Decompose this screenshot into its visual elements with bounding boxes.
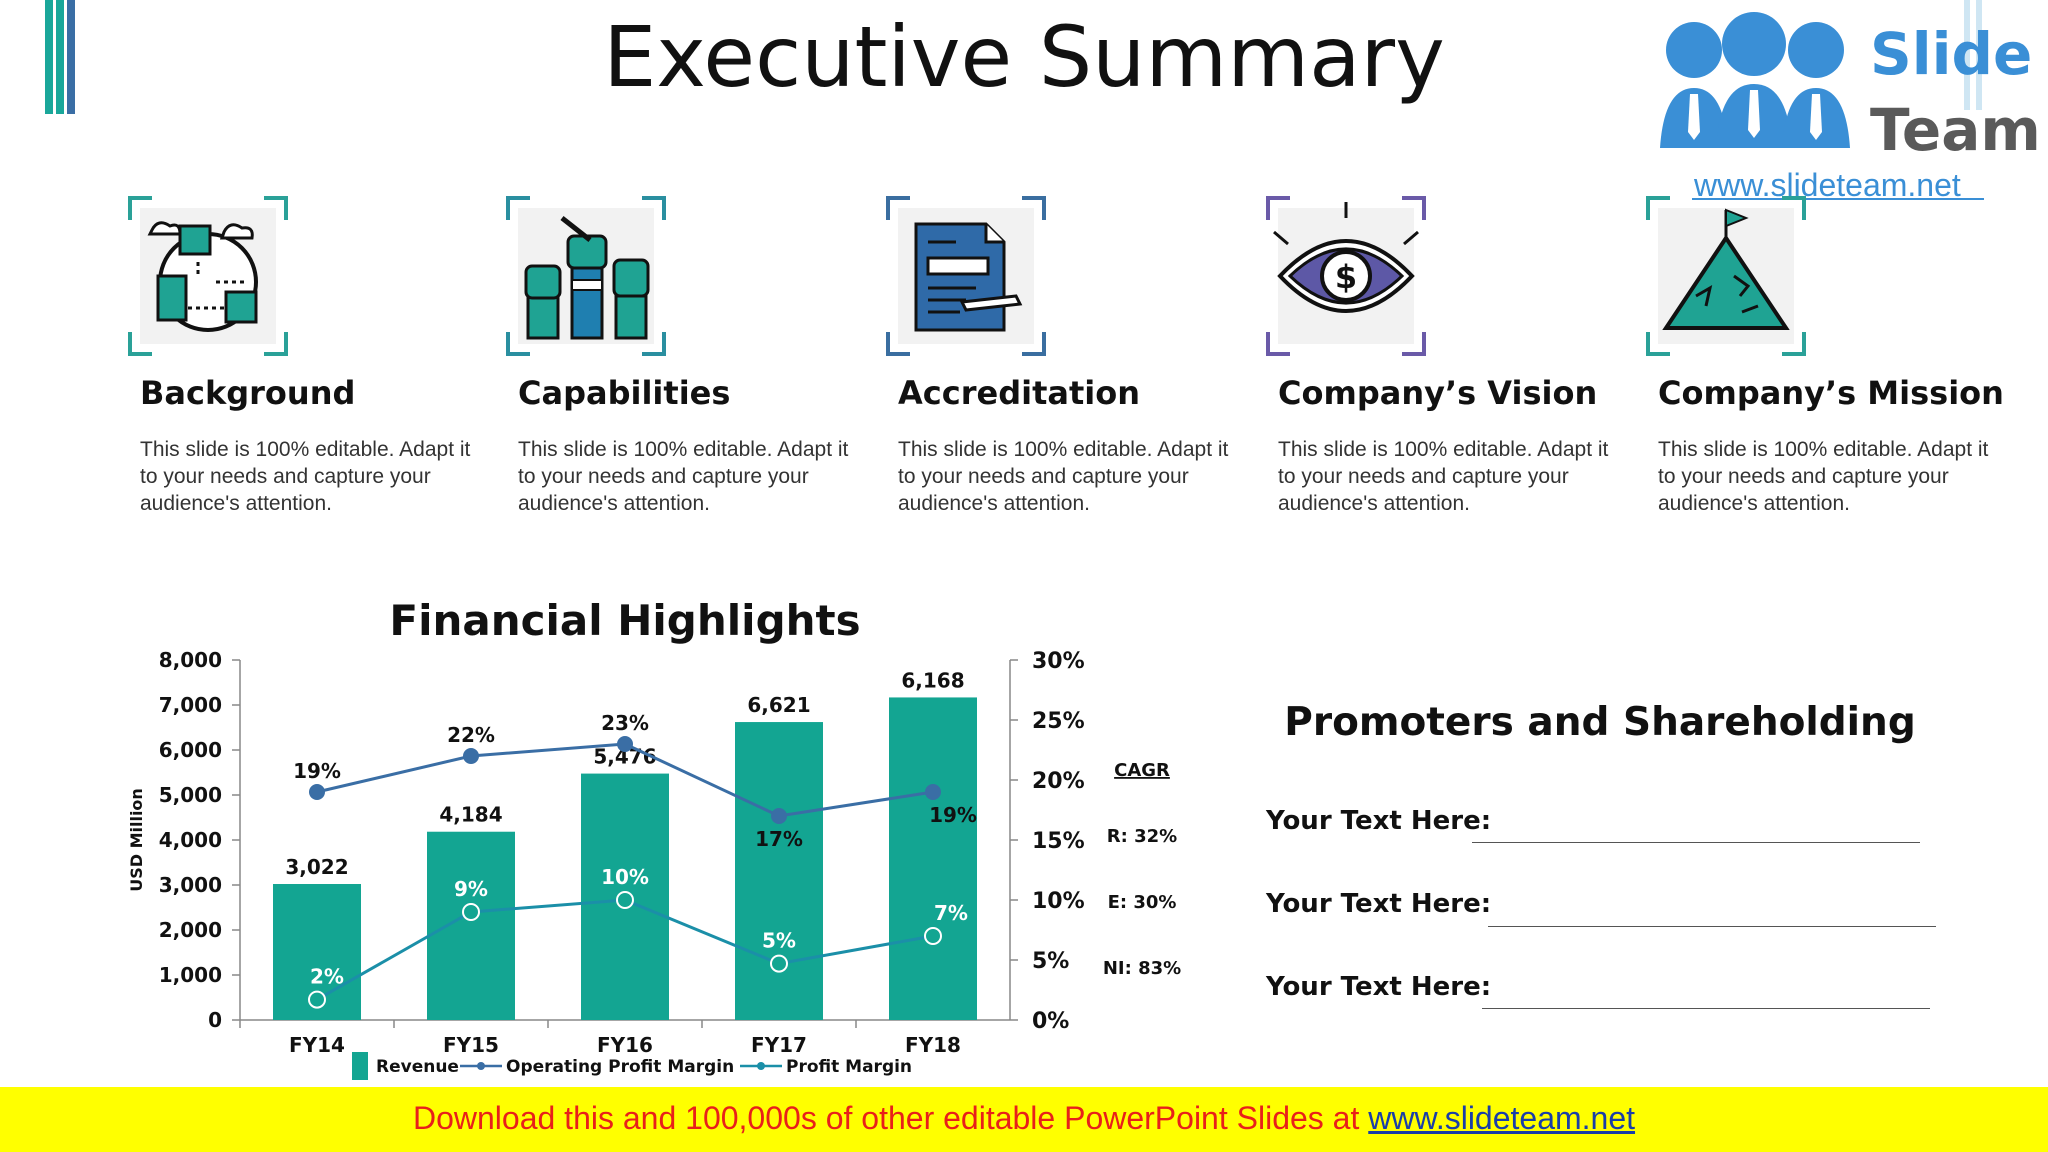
x-tick-label: FY15 bbox=[443, 1033, 499, 1057]
point-operating-margin bbox=[463, 748, 479, 764]
y-tick-label: 8,000 bbox=[159, 648, 222, 672]
point-label: 10% bbox=[601, 865, 649, 889]
financial-highlights-chart: 0 1,000 2,000 3,000 4,000 5,000 6,000 7,000 8,00… bbox=[127, 648, 1181, 1080]
point-label: 17% bbox=[755, 827, 803, 851]
point-label: 5% bbox=[762, 929, 796, 953]
feature-accreditation: Accreditation This slide is 100% editabl… bbox=[886, 196, 1256, 515]
download-banner: Download this and 100,000s of other edit… bbox=[0, 1087, 2048, 1152]
mountain-flag-icon bbox=[1646, 196, 1806, 356]
feature-text: This slide is 100% editable. Adapt it to… bbox=[518, 438, 849, 515]
point-profit-margin bbox=[770, 954, 788, 973]
y2-tick-label: 5% bbox=[1032, 949, 1069, 974]
point-label: 2% bbox=[310, 965, 344, 989]
y2-tick-label: 20% bbox=[1032, 769, 1085, 794]
promoter-line-2: Your Text Here: bbox=[1266, 889, 1492, 919]
feature-text: This slide is 100% editable. Adapt it to… bbox=[1278, 438, 1609, 515]
feature-heading: Accreditation bbox=[898, 374, 1140, 412]
bar-label: 6,168 bbox=[901, 668, 964, 692]
y2-tick-label: 15% bbox=[1032, 829, 1085, 854]
raised-fists-icon bbox=[506, 196, 666, 356]
feature-heading: Company’s Vision bbox=[1278, 374, 1598, 412]
x-tick-label: FY14 bbox=[289, 1033, 345, 1057]
feature-text: This slide is 100% editable. Adapt it to… bbox=[1658, 438, 1989, 515]
feature-background: Background This slide is 100% editable. … bbox=[128, 196, 498, 515]
bar-label: 6,621 bbox=[747, 693, 810, 717]
chart-title: Financial Highlights bbox=[389, 596, 861, 645]
point-operating-margin bbox=[771, 808, 787, 824]
corner-decoration bbox=[45, 0, 85, 114]
feature-heading: Company’s Mission bbox=[1658, 374, 2004, 412]
point-profit-margin bbox=[616, 891, 634, 909]
page-title: Executive Summary bbox=[603, 8, 1445, 106]
cagr-heading: CAGR bbox=[1114, 760, 1170, 781]
legend-opm-dot bbox=[477, 1062, 485, 1070]
y-tick-label: 5,000 bbox=[159, 783, 222, 807]
slideteam-logo: Slide Team www.slideteam.net bbox=[1644, 0, 2048, 203]
legend-revenue: Revenue bbox=[376, 1057, 459, 1077]
document-pen-icon bbox=[886, 196, 1046, 356]
feature-capabilities: Capabilities This slide is 100% editable… bbox=[506, 196, 876, 515]
point-label: 23% bbox=[601, 711, 649, 735]
bar-revenue-fy15 bbox=[427, 831, 515, 1020]
y2-tick-label: 0% bbox=[1032, 1009, 1069, 1034]
point-label: 19% bbox=[293, 759, 341, 783]
y-axis-label: USD Million bbox=[127, 788, 146, 892]
promoter-line-1: Your Text Here: bbox=[1266, 806, 1492, 836]
cagr-item: R: 32% bbox=[1107, 826, 1177, 847]
legend-operating-profit-margin: Operating Profit Margin bbox=[506, 1057, 734, 1077]
y-tick-label: 0 bbox=[208, 1008, 222, 1032]
logo-text-slide: Slide bbox=[1870, 20, 2032, 88]
legend-profit-margin: Profit Margin bbox=[786, 1057, 912, 1077]
y-tick-label: 1,000 bbox=[159, 963, 222, 987]
point-label: 9% bbox=[454, 877, 488, 901]
feature-heading: Background bbox=[140, 374, 356, 412]
legend-pm-dot bbox=[757, 1062, 765, 1070]
bar-label: 4,184 bbox=[439, 803, 502, 827]
y-tick-label: 6,000 bbox=[159, 738, 222, 762]
y-tick-label: 4,000 bbox=[159, 828, 222, 852]
point-label: 19% bbox=[929, 803, 977, 827]
city-globe-icon bbox=[128, 196, 288, 356]
bar-revenue-fy18 bbox=[889, 697, 977, 1020]
x-tick-label: FY16 bbox=[597, 1033, 653, 1057]
logo-url: www.slideteam.net bbox=[1693, 167, 1961, 200]
promoters-title: Promoters and Shareholding bbox=[1284, 700, 1916, 745]
banner-link[interactable]: www.slideteam.net bbox=[1368, 1100, 1636, 1136]
promoter-line-3-rule bbox=[1482, 1008, 1930, 1009]
logo-text-team: Team bbox=[1870, 96, 2041, 164]
promoter-line-1-rule bbox=[1472, 842, 1920, 843]
feature-company-mission: Company’s Mission This slide is 100% edi… bbox=[1646, 196, 2016, 515]
point-profit-margin bbox=[924, 927, 942, 945]
point-label: 7% bbox=[934, 901, 968, 925]
promoter-line-3: Your Text Here: bbox=[1266, 972, 1492, 1002]
banner-text: Download this and 100,000s of other edit… bbox=[412, 1100, 1369, 1136]
bar-revenue-fy17 bbox=[735, 722, 823, 1020]
y-tick-label: 3,000 bbox=[159, 873, 222, 897]
x-tick-label: FY18 bbox=[905, 1033, 961, 1057]
feature-company-vision: $ Company’s Vision This slide is 100% ed… bbox=[1266, 196, 1636, 515]
promoter-line-2-rule bbox=[1488, 926, 1936, 927]
feature-text: This slide is 100% editable. Adapt it to… bbox=[140, 438, 471, 515]
eye-dollar-icon: $ bbox=[1266, 196, 1426, 356]
y2-tick-label: 25% bbox=[1032, 709, 1085, 734]
x-tick-label: FY17 bbox=[751, 1033, 807, 1057]
point-operating-margin bbox=[925, 784, 941, 800]
y2-tick-label: 10% bbox=[1032, 889, 1085, 914]
point-profit-margin bbox=[462, 903, 480, 921]
point-operating-margin bbox=[617, 736, 633, 752]
feature-text: This slide is 100% editable. Adapt it to… bbox=[898, 438, 1229, 515]
point-operating-margin bbox=[309, 784, 325, 800]
y-tick-label: 7,000 bbox=[159, 693, 222, 717]
people-icon bbox=[1660, 12, 1850, 148]
y-tick-label: 2,000 bbox=[159, 918, 222, 942]
svg-text:$: $ bbox=[1335, 258, 1357, 296]
legend-revenue-swatch bbox=[352, 1052, 368, 1080]
cagr-item: E: 30% bbox=[1108, 892, 1177, 913]
feature-heading: Capabilities bbox=[518, 374, 731, 412]
cagr-item: NI: 83% bbox=[1103, 958, 1181, 979]
bar-label: 3,022 bbox=[285, 855, 348, 879]
point-profit-margin bbox=[308, 990, 326, 1009]
y2-tick-label: 30% bbox=[1032, 649, 1085, 674]
point-label: 22% bbox=[447, 723, 495, 747]
